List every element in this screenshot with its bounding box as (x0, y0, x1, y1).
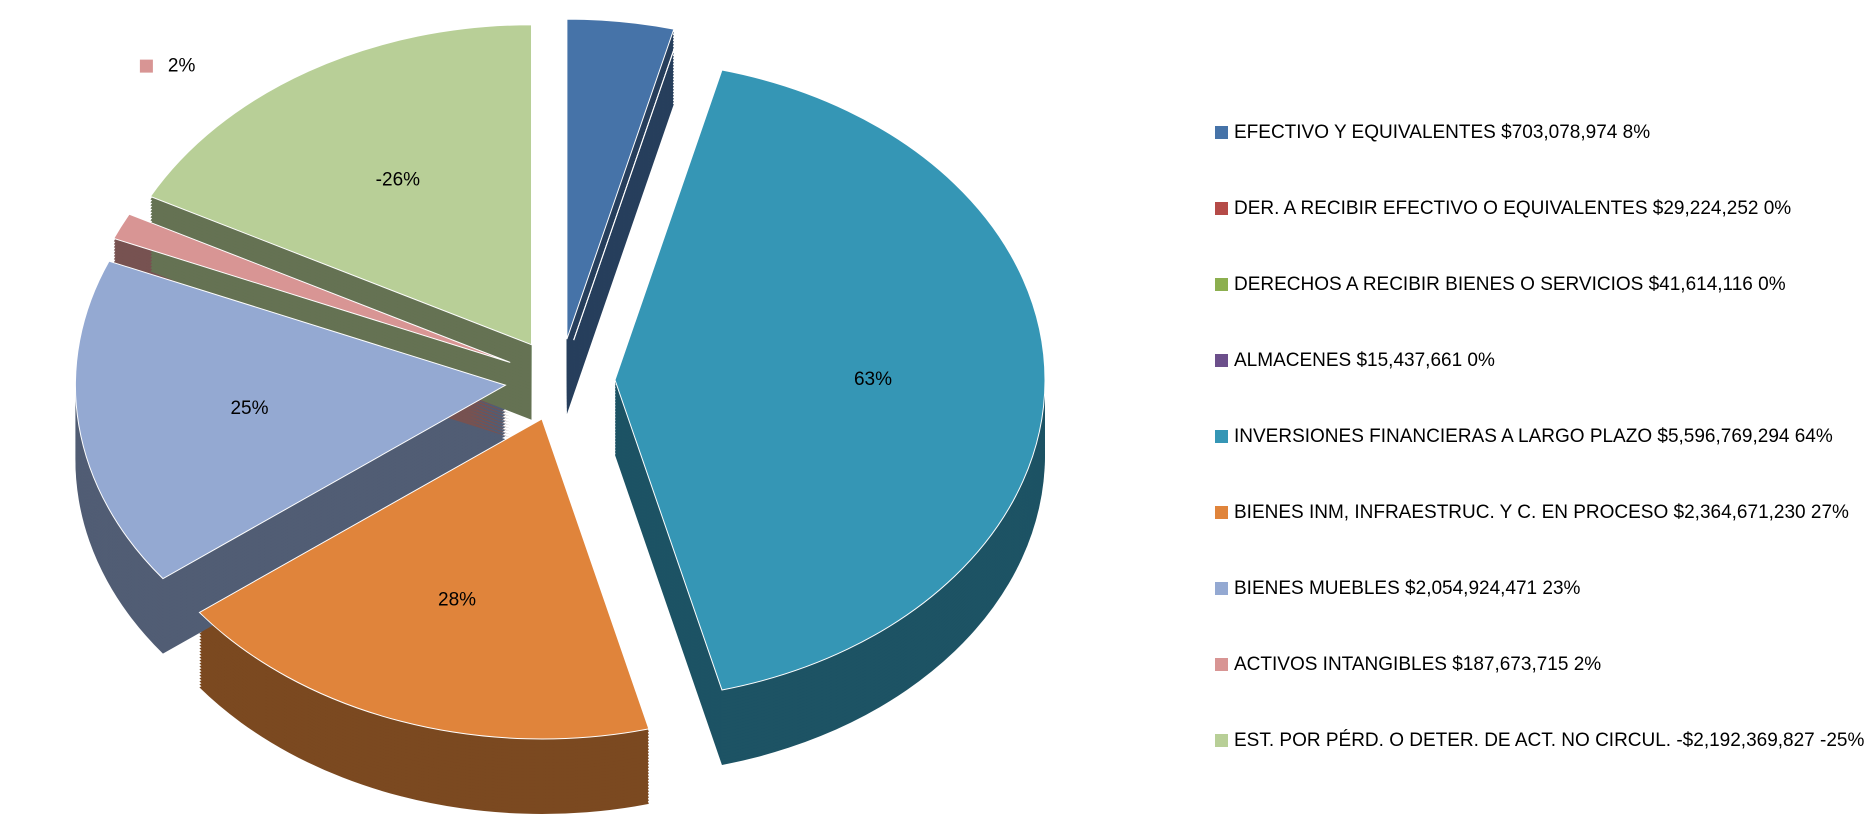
data-label: 2% (168, 56, 196, 77)
slice (149, 24, 533, 346)
slice-side (573, 102, 681, 413)
legend-label: DER. A RECIBIR EFECTIVO O EQUIVALENTES $… (1234, 198, 1791, 219)
slice-side (573, 42, 681, 353)
slice (198, 418, 650, 740)
slice-side (573, 96, 681, 407)
legend-label: DERECHOS A RECIBIR BIENES O SERVICIOS $4… (1234, 274, 1786, 295)
legend-label: ACTIVOS INTANGIBLES $187,673,715 2% (1234, 654, 1601, 675)
slice-side (573, 36, 681, 347)
slice-side (573, 69, 681, 380)
legend-swatch (1215, 658, 1228, 671)
slice-side (573, 54, 681, 365)
slice-side (573, 63, 681, 374)
legend-swatch (1215, 430, 1228, 443)
data-label: 28% (438, 589, 476, 610)
slice-side (573, 75, 681, 386)
data-label: -26% (376, 170, 420, 191)
slice-side (573, 99, 681, 410)
legend-swatch (1215, 506, 1228, 519)
slice-side (573, 48, 681, 359)
legend-label: BIENES MUEBLES $2,054,924,471 23% (1234, 578, 1581, 599)
slice (566, 18, 675, 340)
legend-label: EST. POR PÉRD. O DETER. DE ACT. NO CIRCU… (1234, 730, 1864, 751)
slice-side (573, 87, 681, 398)
legend-swatch (1215, 582, 1228, 595)
legend-swatch (1215, 278, 1228, 291)
slice-side (573, 33, 681, 344)
slice (74, 260, 507, 580)
legend-swatch (1215, 202, 1228, 215)
slice-side (573, 51, 681, 362)
slice-side (573, 93, 681, 404)
legend-swatch (1215, 354, 1228, 367)
label-swatch (139, 59, 153, 73)
legend-label: BIENES INM, INFRAESTRUC. Y C. EN PROCESO… (1234, 502, 1849, 523)
slice-side (573, 57, 681, 368)
slice-side (573, 60, 681, 371)
data-label: 63% (854, 369, 892, 390)
slice-side (573, 84, 681, 395)
slice (614, 69, 1046, 691)
slice-side (573, 39, 681, 350)
legend-label: ALMACENES $15,437,661 0% (1234, 350, 1495, 371)
slice-side (573, 45, 681, 356)
legend-swatch (1215, 126, 1228, 139)
slice-side (573, 105, 681, 416)
slice-side (573, 81, 681, 392)
legend-swatch (1215, 734, 1228, 747)
legend-label: INVERSIONES FINANCIERAS A LARGO PLAZO $5… (1234, 426, 1833, 447)
data-label: 25% (230, 398, 268, 419)
slice (113, 213, 511, 363)
slice-side (573, 72, 681, 383)
slice-side (573, 66, 681, 377)
slice-side (573, 78, 681, 389)
legend-label: EFECTIVO Y EQUIVALENTES $703,078,974 8% (1234, 122, 1650, 143)
slice-side (573, 90, 681, 401)
